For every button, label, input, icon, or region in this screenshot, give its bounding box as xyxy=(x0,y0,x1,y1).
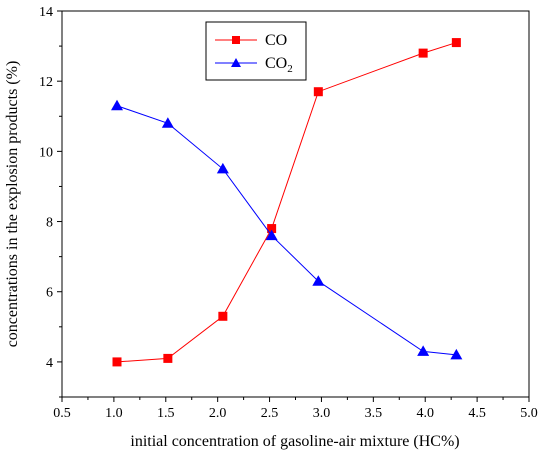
y-tick-label: 8 xyxy=(46,216,53,231)
y-tick-label: 12 xyxy=(39,75,53,90)
co-point xyxy=(112,357,122,367)
x-tick-label: 0.5 xyxy=(53,406,71,421)
x-tick-label: 1.0 xyxy=(105,406,123,421)
co-point xyxy=(451,38,461,48)
x-tick-label: 2.0 xyxy=(209,406,227,421)
co2-point xyxy=(312,275,325,286)
axis-ticks: 0.5 1.0 1.5 2.0 2.5 3.0 3.5 4.0 4.5 5.0 4 6 8 10 12 14 xyxy=(39,5,538,421)
x-tick-label: 3.0 xyxy=(313,406,331,421)
legend-co2-label: CO2 xyxy=(265,55,293,75)
series-layer xyxy=(111,38,463,367)
legend-co2-label-sub: 2 xyxy=(287,63,293,75)
y-tick-label: 6 xyxy=(46,286,53,301)
y-tick-label: 10 xyxy=(39,145,53,160)
legend-co-marker xyxy=(232,36,240,44)
y-tick-label: 4 xyxy=(46,356,53,371)
co2-point xyxy=(161,117,174,128)
y-axis-label: concentrations in the explosion products… xyxy=(4,61,21,348)
co-point xyxy=(163,353,173,363)
co2-point xyxy=(265,229,278,241)
x-tick-label: 4.0 xyxy=(416,406,434,421)
x-axis-label: initial concentration of gasoline-air mi… xyxy=(130,433,459,450)
co2-point xyxy=(450,348,463,360)
x-tick-label: 5.0 xyxy=(520,406,538,421)
co-point xyxy=(418,48,428,58)
series-line-co2 xyxy=(116,105,457,356)
legend-co2-marker xyxy=(231,58,241,67)
co-point xyxy=(313,87,323,97)
x-tick-label: 4.5 xyxy=(468,406,486,421)
co-point xyxy=(218,311,228,321)
co2-point xyxy=(417,345,430,356)
legend-box xyxy=(205,21,307,81)
legend-co2-label-main: CO xyxy=(265,55,287,72)
co2-point xyxy=(216,162,229,174)
x-tick-label: 3.5 xyxy=(365,406,383,421)
x-tick-label: 1.5 xyxy=(157,406,175,421)
y-tick-label: 14 xyxy=(39,5,53,20)
co-point xyxy=(267,224,277,234)
legend: CO CO2 xyxy=(205,21,307,81)
x-tick-label: 2.5 xyxy=(261,406,279,421)
legend-co-label: CO xyxy=(265,32,287,49)
series-line-co xyxy=(116,42,457,363)
co2-point xyxy=(111,99,124,111)
